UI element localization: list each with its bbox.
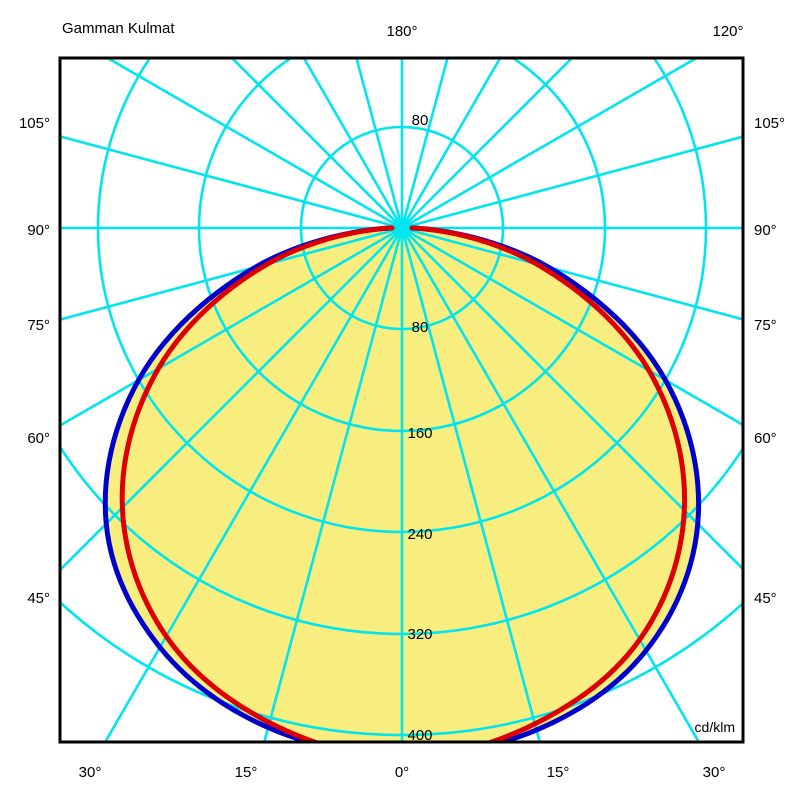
grid-spoke [60,226,403,427]
right-axis-labels: 105° 90° 75° 60° 45° [754,115,785,607]
axis-tick-label: 45° [754,590,777,607]
grid-spoke [400,58,502,229]
axis-tick-label: 30° [79,764,102,781]
axis-tick-label: 0° [395,764,409,781]
axis-tick-label: 60° [754,430,777,447]
grid-spoke [60,226,403,321]
grid-spoke [104,58,403,230]
grid-ring-240 [96,58,708,534]
axis-tick-label: 60° [27,430,50,447]
radial-value-label: 160 [407,425,432,442]
axis-tick-label: 180° [386,23,417,40]
grid-spoke [60,135,403,230]
grid-ring-80 [299,125,505,331]
radial-value-label: 320 [407,626,432,643]
curve-c90-c270 [119,225,688,742]
grid-spoke [401,58,574,229]
bottom-axis-labels: 30° 15° 0° 15° 30° [79,764,726,781]
radial-value-label: 80 [412,319,429,336]
grid-spoke [400,227,542,742]
axis-tick-label: 75° [27,317,50,334]
grid-spoke [400,58,449,229]
grid-spoke [400,227,701,742]
grid-spoke [302,58,404,229]
grid-ring-320 [60,444,743,636]
unit-label: cd/klm [695,719,735,735]
axis-tick-label: 105° [19,115,50,132]
axis-tick-label: 30° [703,764,726,781]
radial-value-labels: 80 80 160 240 320 400 [407,112,432,744]
grid-spoke [60,227,403,572]
axis-tick-label: 75° [754,317,777,334]
axis-tick-label: 90° [754,222,777,239]
distribution-curves [102,225,702,742]
grid-spoke [401,58,700,230]
radial-value-label: 240 [407,526,432,543]
grid-ring-160 [197,58,607,433]
grid-spoke [401,226,743,427]
grid-ring-400 [60,600,743,737]
top-axis-labels: 180° 120° [386,23,743,40]
grid-spoke [401,227,743,571]
axis-tick-label: 15° [235,764,258,781]
curve-c0-c180 [102,225,702,742]
radial-value-label: 80 [412,112,429,129]
left-axis-labels: 105° 90° 75° 60° 45° [19,115,50,607]
grid-spoke [103,227,404,742]
grid-spoke [230,58,403,229]
grid-spoke [401,226,743,321]
axis-tick-label: 105° [754,115,785,132]
axis-tick-label: 120° [712,23,743,40]
axis-tick-label: 90° [27,222,50,239]
axis-tick-label: 15° [547,764,570,781]
grid-rings [60,58,743,737]
grid-spoke [355,58,404,229]
axis-tick-label: 45° [27,590,50,607]
page-title: Gamman Kulmat [62,20,175,37]
grid-spoke [262,227,404,742]
grid-spoke [401,135,743,230]
plot-frame [58,56,745,744]
radial-value-label: 400 [407,727,432,744]
